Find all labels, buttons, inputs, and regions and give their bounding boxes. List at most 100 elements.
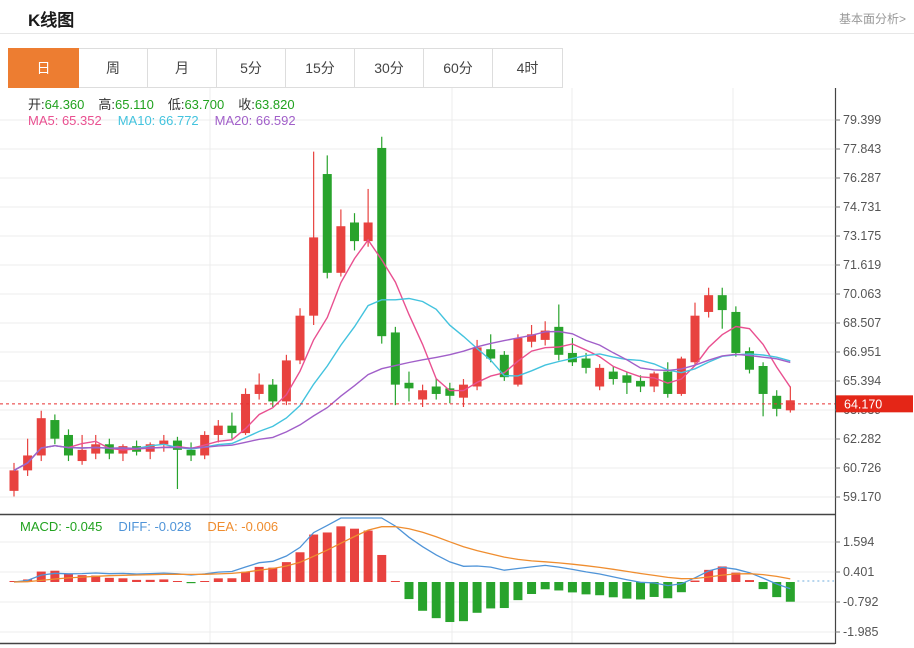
low-label: 低: bbox=[167, 97, 185, 112]
macd-bar bbox=[608, 582, 618, 598]
axis-label: 73.175 bbox=[843, 229, 881, 243]
macd-bar bbox=[622, 582, 632, 599]
tab-15分[interactable]: 15分 bbox=[286, 49, 355, 87]
tab-60分[interactable]: 60分 bbox=[424, 49, 493, 87]
macd-bar bbox=[186, 582, 196, 584]
ma10-line bbox=[13, 297, 791, 472]
grid-lines bbox=[0, 88, 835, 643]
ma20-line bbox=[13, 330, 791, 472]
diff-value: DIFF: -0.028 bbox=[118, 519, 192, 534]
macd-bar bbox=[309, 534, 319, 582]
candle-body bbox=[50, 420, 60, 439]
tab-30分[interactable]: 30分 bbox=[355, 49, 424, 87]
candle-body bbox=[785, 400, 795, 411]
macd-bar bbox=[145, 579, 155, 582]
tab-周[interactable]: 周 bbox=[79, 49, 148, 87]
candle-body bbox=[418, 390, 428, 400]
macd-bar bbox=[159, 579, 169, 582]
macd-bar bbox=[663, 582, 673, 599]
candle-body bbox=[159, 440, 169, 445]
macd-bar bbox=[717, 566, 727, 582]
current-price-marker: 64.170 bbox=[0, 395, 913, 413]
candle-body bbox=[322, 174, 332, 273]
candle-body bbox=[404, 382, 414, 389]
tab-4时[interactable]: 4时 bbox=[493, 49, 562, 87]
candle-body bbox=[567, 352, 577, 363]
ma-lines bbox=[13, 238, 791, 472]
axis-label: 1.594 bbox=[843, 535, 874, 549]
ma5-value: MA5: 65.352 bbox=[28, 113, 102, 128]
candle-body bbox=[758, 365, 768, 394]
candle-body bbox=[9, 470, 19, 491]
title-divider bbox=[0, 33, 914, 34]
candle-body bbox=[63, 434, 73, 456]
macd-bar bbox=[445, 582, 455, 623]
axis-label: 59.170 bbox=[843, 490, 881, 504]
macd-bar bbox=[513, 582, 523, 601]
candle-body bbox=[281, 360, 291, 402]
macd-bar bbox=[172, 581, 182, 582]
macd-bar bbox=[690, 580, 700, 582]
axis-label: 62.282 bbox=[843, 432, 881, 446]
candle-body bbox=[649, 373, 659, 387]
macd-value: MACD: -0.045 bbox=[20, 519, 103, 534]
dea-line bbox=[13, 525, 791, 583]
macd-bar bbox=[363, 530, 373, 582]
macd-bar bbox=[458, 582, 468, 622]
macd-legend: MACD: -0.045 DIFF: -0.028 DEA: -0.006 bbox=[20, 519, 294, 534]
macd-bar bbox=[104, 577, 114, 582]
frame-lines bbox=[0, 88, 837, 645]
candle-body bbox=[268, 384, 278, 402]
candle-body bbox=[186, 449, 196, 456]
macd-axis-labels: 1.594 0.401 -0.792 -1.985 bbox=[835, 535, 878, 639]
candle-body bbox=[744, 351, 754, 370]
candle-body bbox=[254, 384, 264, 394]
macd-bar bbox=[554, 582, 564, 591]
candle-body bbox=[77, 449, 87, 462]
candle-body bbox=[772, 395, 782, 409]
axis-label: 71.619 bbox=[843, 258, 881, 272]
candle-body bbox=[336, 226, 346, 273]
macd-bar bbox=[472, 582, 482, 613]
macd-bar bbox=[200, 581, 210, 582]
macd-bar bbox=[268, 567, 278, 582]
open-value: 64.360 bbox=[44, 97, 85, 112]
fundamental-analysis-link[interactable]: 基本面分析> bbox=[838, 12, 906, 26]
macd-layer bbox=[9, 517, 834, 623]
kline-chart[interactable]: 79.399 77.843 76.287 74.731 73.175 71.619 70.0… bbox=[0, 88, 914, 648]
close-label: 收: bbox=[238, 97, 255, 112]
axis-label: 68.507 bbox=[843, 316, 881, 330]
open-label: 开: bbox=[28, 97, 45, 112]
candle-body bbox=[554, 326, 564, 355]
candle-body bbox=[486, 349, 496, 359]
current-price-badge-text: 64.170 bbox=[844, 397, 882, 411]
tab-5分[interactable]: 5分 bbox=[217, 49, 286, 87]
macd-bar bbox=[281, 562, 291, 582]
macd-bar bbox=[350, 528, 359, 582]
macd-bar bbox=[377, 554, 387, 582]
macd-bar bbox=[336, 526, 346, 582]
macd-bar bbox=[676, 582, 686, 593]
candle-body bbox=[472, 347, 482, 387]
macd-bar bbox=[322, 532, 332, 582]
diff-line bbox=[13, 517, 791, 590]
macd-bar bbox=[567, 582, 577, 593]
axis-label: 60.726 bbox=[843, 461, 881, 475]
tab-日[interactable]: 日 bbox=[8, 48, 79, 88]
macd-bar bbox=[499, 582, 509, 609]
page-title: K线图 bbox=[28, 11, 75, 30]
macd-bar bbox=[595, 582, 605, 596]
tab-月[interactable]: 月 bbox=[148, 49, 217, 87]
axis-label: 66.951 bbox=[843, 345, 881, 359]
macd-bar bbox=[785, 582, 795, 602]
macd-bar bbox=[118, 578, 128, 582]
candle-body bbox=[636, 380, 646, 387]
candle-body bbox=[717, 295, 727, 311]
candle-body bbox=[608, 371, 618, 380]
axis-label: 0.401 bbox=[843, 565, 874, 579]
ohlc-legend: 开:64.360 高:65.110 低:63.700 收:63.820 bbox=[28, 94, 309, 113]
current-price-badge bbox=[836, 395, 913, 413]
macd-bar bbox=[254, 566, 264, 582]
macd-bar bbox=[418, 582, 428, 611]
